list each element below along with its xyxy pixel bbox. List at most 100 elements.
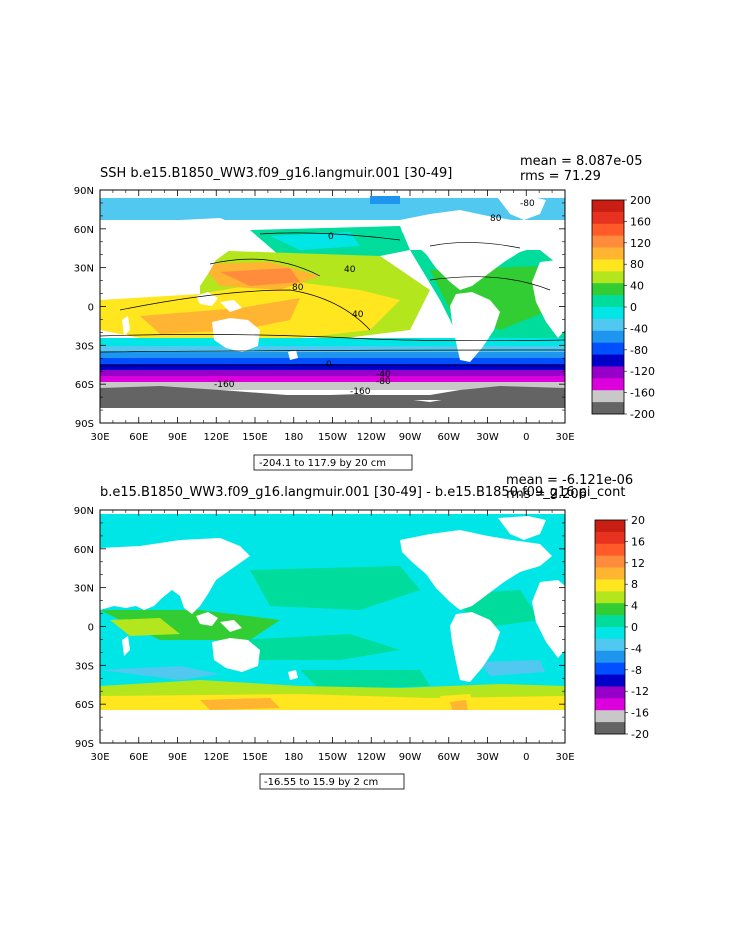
colorbar-label: -200 [630, 408, 655, 421]
panel-1-rms: rms = 71.29 [520, 169, 601, 184]
colorbar-swatch [592, 223, 624, 236]
colorbar-swatch [595, 543, 625, 556]
colorbar-swatch [595, 579, 625, 592]
colorbar-label: -4 [631, 642, 642, 655]
panel-2-rms: rms = 2.206 [506, 487, 587, 502]
colorbar-label: -80 [630, 344, 648, 357]
panel-2-colorbar: 20 16 12 8 4 0 -4 -8 -12 -16 -20 [594, 514, 649, 741]
colorbar-swatch [592, 271, 624, 284]
x-tick-label: 0 [523, 432, 529, 443]
x-tick-label: 150W [318, 432, 347, 443]
panel-1: SSH b.e15.B1850_WW3.f09_g16.langmuir.001… [74, 154, 655, 471]
colorbar-swatch [592, 402, 624, 415]
y-tick-label: 60S [75, 700, 94, 711]
colorbar-label: 16 [631, 535, 645, 548]
colorbar-swatch [595, 591, 625, 604]
contour-label: -160 [350, 387, 371, 397]
colorbar-swatch [595, 686, 625, 699]
colorbar-swatch [592, 318, 624, 332]
y-tick-label: 30S [75, 341, 94, 352]
x-tick-label: 30E [90, 432, 109, 443]
colorbar-swatch [592, 259, 624, 272]
colorbar-label: 40 [630, 280, 644, 293]
y-tick-label: 30N [74, 584, 94, 595]
colorbar-swatch [592, 378, 624, 391]
x-tick-label: 30W [476, 752, 499, 763]
y-tick-label: 90S [75, 419, 94, 430]
y-tick-label: 90N [74, 506, 94, 517]
panel-1-title: SSH b.e15.B1850_WW3.f09_g16.langmuir.001… [100, 166, 452, 181]
panel-1-colorbar: 200 160 120 80 40 0 -40 -80 -120 -160 -200 [591, 194, 655, 421]
colorbar-swatch [592, 283, 624, 296]
colorbar-swatch [592, 200, 624, 213]
colorbar-label: -8 [631, 664, 642, 677]
colorbar-label: 160 [630, 215, 651, 228]
colorbar-label: 20 [631, 514, 645, 527]
colorbar-swatch [595, 531, 625, 545]
contour-label: 0 [328, 232, 334, 242]
x-tick-label: 120E [204, 432, 229, 443]
y-tick-label: 0 [88, 303, 94, 314]
colorbar-swatch [595, 722, 625, 735]
x-tick-label: 90W [399, 752, 422, 763]
panel-2-mean: mean = -6.121e-06 [506, 473, 633, 488]
colorbar-swatch [595, 555, 625, 568]
colorbar-swatch [592, 354, 624, 367]
colorbar-label: 200 [630, 194, 651, 207]
x-tick-label: 60W [437, 432, 460, 443]
x-tick-label: 30E [90, 752, 109, 763]
x-tick-label: 150W [318, 752, 347, 763]
x-tick-label: 0 [523, 752, 529, 763]
contour-label: -80 [520, 199, 535, 209]
panel-2-range-label: -16.55 to 15.9 by 2 cm [264, 777, 378, 788]
contour-label: 40 [352, 310, 364, 320]
colorbar-label: 0 [631, 621, 638, 634]
y-tick-label: 0 [88, 623, 94, 634]
panel-1-map: 0 40 80 40 0 -40 -80 -160 -160 80 -80 [100, 190, 565, 423]
colorbar-swatch [592, 247, 624, 260]
y-tick-label: 90S [75, 739, 94, 750]
panel-2: b.e15.B1850_WW3.f09_g16.langmuir.001 [30… [74, 473, 649, 790]
y-tick-label: 30N [74, 264, 94, 275]
contour-label: 40 [344, 265, 356, 275]
y-tick-label: 30S [75, 661, 94, 672]
panel-2-range-box [259, 773, 405, 790]
x-tick-label: 180 [284, 752, 303, 763]
colorbar-swatch [595, 615, 625, 628]
colorbar-label: 0 [630, 301, 637, 314]
y-tick-label: 90N [74, 186, 94, 197]
colorbar-swatch [595, 638, 625, 652]
panel-1-range-box [253, 454, 413, 471]
panel-1-range-label: -204.1 to 117.9 by 20 cm [259, 458, 386, 469]
colorbar-label: -160 [630, 387, 655, 400]
colorbar-label: -12 [631, 685, 649, 698]
x-tick-label: 180 [284, 432, 303, 443]
contour-label: 0 [326, 360, 332, 370]
colorbar-swatch [592, 330, 624, 343]
y-tick-label: 60N [74, 545, 94, 556]
colorbar-swatch [595, 627, 625, 640]
x-tick-label: 60E [129, 752, 148, 763]
x-tick-label: 60E [129, 432, 148, 443]
colorbar-swatch [595, 650, 625, 663]
x-tick-label: 30W [476, 432, 499, 443]
colorbar-swatch [595, 520, 625, 533]
colorbar-label: -40 [630, 322, 648, 335]
colorbar-swatch [592, 295, 624, 308]
colorbar-swatch [595, 674, 625, 687]
panel-1-mean: mean = 8.087e-05 [520, 154, 642, 169]
colorbar-swatch [595, 603, 625, 616]
colorbar-label: 12 [631, 557, 645, 570]
colorbar-swatch [595, 567, 625, 580]
contour-label: 80 [292, 283, 304, 293]
x-tick-label: 30E [555, 432, 574, 443]
colorbar-swatch [592, 211, 624, 225]
colorbar-swatch [592, 390, 624, 403]
panel-1-axes: 30E 60E 90E 120E 150E 180 150W 120W 90W 60W 30W 0 30… [74, 186, 575, 443]
x-tick-label: 90E [168, 432, 187, 443]
panel-2-title: b.e15.B1850_WW3.f09_g16.langmuir.001 [30… [100, 485, 625, 500]
colorbar-label: 8 [631, 578, 638, 591]
contour-label: -160 [214, 380, 235, 390]
colorbar-swatch [592, 235, 624, 248]
colorbar-swatch [595, 710, 625, 723]
